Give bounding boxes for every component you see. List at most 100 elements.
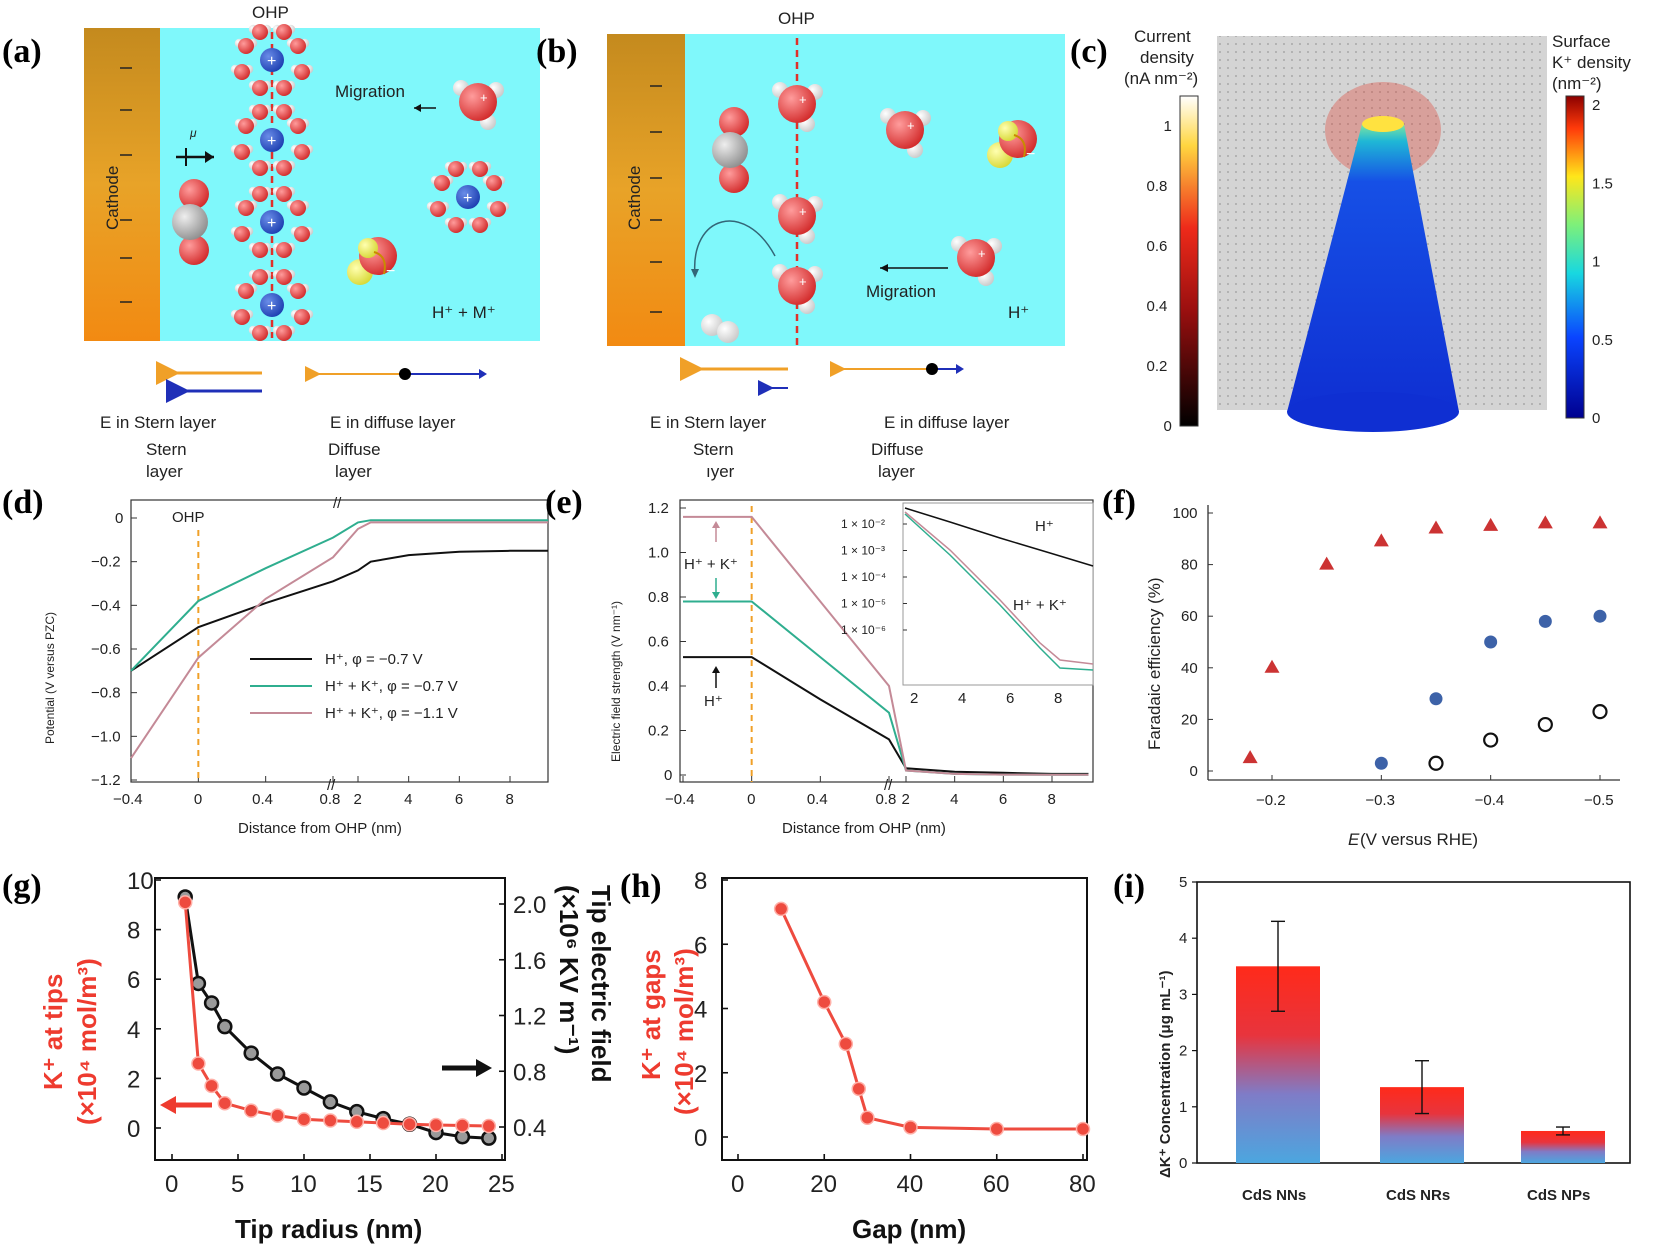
plus-sign: + (907, 118, 915, 133)
oxygen-atom (294, 226, 310, 242)
panel-label-e: (e) (545, 484, 583, 521)
ions-label: H⁺ + M⁺ (432, 303, 496, 322)
x-tick-label: 20 (422, 1171, 449, 1198)
circle-marker (1593, 609, 1607, 623)
k-marker (296, 1112, 312, 1127)
y-tick-label: 0 (1179, 1155, 1187, 1172)
plus-sign: + (267, 53, 276, 70)
y-axis-label-2: (×10⁴ mol/m³) (669, 948, 699, 1115)
oxygen-atom (290, 118, 306, 134)
hydration-water (248, 160, 272, 176)
legend-label-2: H⁺ + K⁺, φ = −0.7 V (325, 678, 458, 695)
oxygen-atom (238, 38, 254, 54)
field-marker (481, 1130, 497, 1146)
arrow-head (712, 666, 720, 673)
hydration-water (248, 186, 272, 202)
inset-y-tick-label: 1 × 10⁻² (841, 517, 885, 531)
hydration-water (248, 80, 272, 96)
cb-left-tick: 0.2 (1147, 358, 1168, 375)
y-tick-label: 60 (1181, 608, 1198, 625)
cation-core (260, 210, 284, 234)
x-tick-label: 5 (231, 1171, 244, 1198)
hydration-water (234, 200, 258, 216)
y-right-tick-label: 0.8 (513, 1059, 546, 1086)
x-tick-label: 8 (1048, 791, 1056, 808)
hydronium-ions: + + + + + − (701, 82, 1037, 343)
cathode-label: Cathode (625, 166, 644, 230)
y-left-tick-label: 8 (127, 918, 140, 945)
y-axis-label: Electric field strength (V nm⁻¹) (609, 601, 623, 762)
hydration-water (482, 175, 506, 191)
cone-tip (1362, 116, 1404, 132)
cathode-label: Cathode (103, 166, 122, 230)
y-tick-label: 1 (1179, 1099, 1187, 1116)
carbon-atom (712, 132, 748, 168)
k-marker (204, 1078, 219, 1094)
category-label-2: CdS NRs (1386, 1187, 1450, 1204)
x-tick-label: −0.4 (1475, 792, 1505, 809)
oxygen-atom (430, 201, 446, 217)
series-line-3 (130, 521, 548, 759)
panel-label-g: (g) (2, 868, 42, 905)
series-line-1 (130, 549, 548, 672)
hydration-water (230, 226, 254, 242)
hydrated-cation-3: + (230, 186, 314, 258)
k-marker (402, 1117, 417, 1132)
plus-sign: + (978, 246, 986, 261)
circle-marker (1484, 635, 1498, 649)
mu-label: μ (189, 126, 197, 140)
x-tick-label: 80 (1069, 1171, 1096, 1198)
plot-frame (154, 877, 506, 1161)
cb-right-tick: 1.5 (1592, 175, 1613, 192)
oxygen-atom (234, 64, 250, 80)
oxygen-atom (252, 186, 268, 202)
oxygen-atom (276, 160, 292, 176)
hydration-water (234, 283, 258, 299)
axis-break: // (333, 495, 342, 512)
hydration-water (272, 325, 296, 341)
hydration-water (248, 242, 272, 258)
hk-label: H⁺ + K⁺ (684, 556, 738, 573)
y-tick-label: 1.0 (648, 545, 669, 562)
cb-left-title-1: Current (1134, 27, 1191, 46)
oxygen-atom (234, 144, 250, 160)
stern-layer-label-1: Stern (146, 440, 187, 459)
cb-left-tick: 0.8 (1147, 178, 1168, 195)
x-tick-label: 25 (488, 1171, 515, 1198)
k-concentration-bar-chart: 0 1 2 3 4 5 ΔK⁺ Concentration (μg mL⁻¹) CdS NNs… (1157, 874, 1631, 1204)
category-label-3: CdS NPs (1527, 1187, 1590, 1204)
panel-label-h: (h) (620, 868, 662, 905)
y-tick-label: 3 (1179, 986, 1187, 1003)
hydration-water (286, 118, 310, 134)
oxygen-atom (490, 201, 506, 217)
oxygen-atom (290, 283, 306, 299)
data-marker (989, 1121, 1004, 1137)
hydration-water (230, 309, 254, 325)
data-marker (903, 1120, 918, 1135)
y-tick-label: 80 (1181, 557, 1198, 574)
hydration-water (230, 144, 254, 160)
y-tick-label: 0.8 (648, 589, 669, 606)
oxygen-atom (276, 80, 292, 96)
sulfur-atom (358, 238, 378, 258)
triangle-marker (1592, 515, 1608, 529)
plus-sign: + (267, 215, 276, 232)
oxygen-atom (290, 200, 306, 216)
cb-right-ticks: 0 0.5 1 1.5 2 (1592, 97, 1613, 427)
y-tick-label: −1.0 (91, 728, 121, 745)
oxygen-atom (486, 175, 502, 191)
hydration-water (286, 200, 310, 216)
oxygen-atom (294, 64, 310, 80)
hydration-water (286, 283, 310, 299)
hydration-water (430, 175, 454, 191)
sulfur-atom (998, 121, 1018, 141)
x-axis-label: Tip radius (nm) (235, 1214, 422, 1244)
hydronium-ohp-3: + (772, 264, 823, 314)
oxygen-atom (252, 80, 268, 96)
hydration-water (248, 325, 272, 341)
x-tick-label: −0.4 (113, 791, 143, 808)
y-tick-label: 0 (1190, 763, 1198, 780)
oxygen-atom (276, 242, 292, 258)
y-left-tick-label: 2 (127, 1066, 140, 1093)
